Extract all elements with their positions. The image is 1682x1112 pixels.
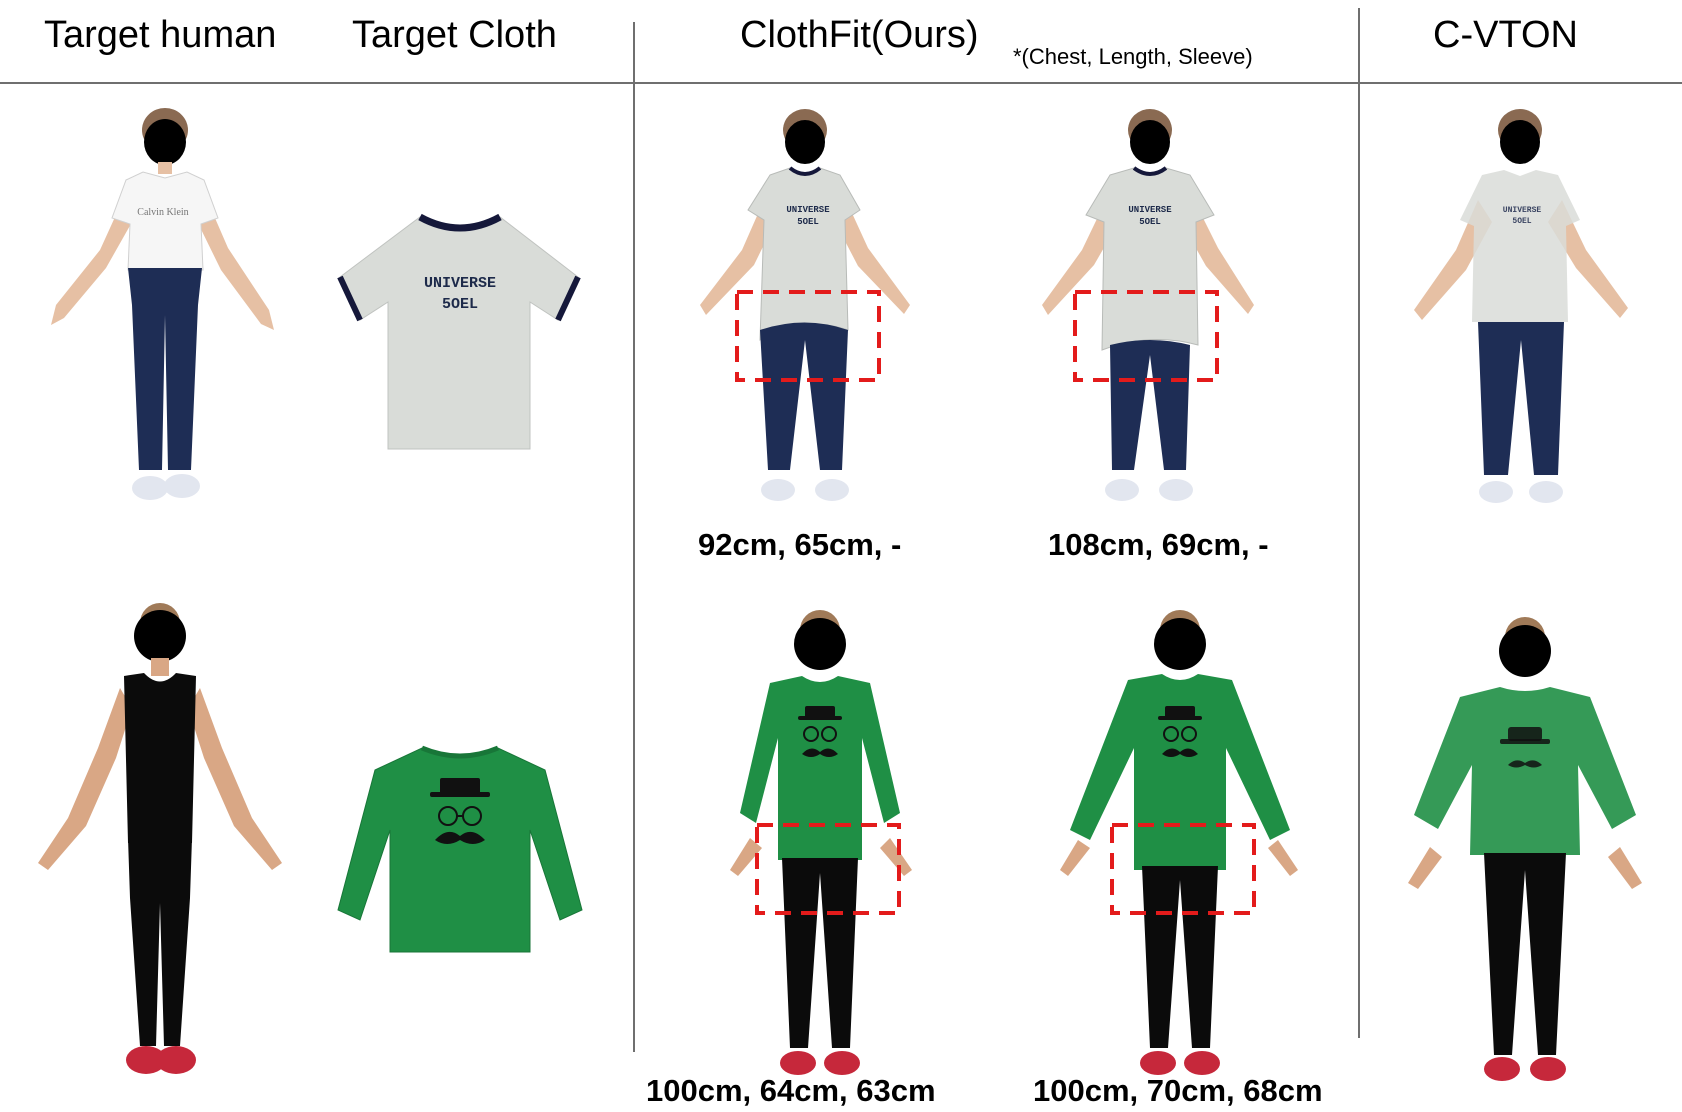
- row2-result1-highlight-box: [755, 823, 901, 915]
- header-cvton: C-VTON: [1433, 14, 1578, 56]
- row1-cloth-print-line1: UNIVERSE: [424, 275, 496, 292]
- row2-cvton-result: [1390, 615, 1660, 1085]
- row1-clothfit-result-1: UNIVERSE 5OEL: [690, 100, 940, 530]
- row1-result1-highlight-box: [735, 290, 881, 382]
- row2-result2-highlight-box: [1110, 823, 1256, 915]
- row1-cvton-result: UNIVERSE 5OEL: [1400, 100, 1650, 540]
- row2-measurement-1: 100cm, 64cm, 63cm: [646, 1073, 936, 1108]
- row1-target-human-photo: Calvin Klein: [40, 100, 300, 550]
- row1-human-shirt-logo: Calvin Klein: [137, 207, 188, 218]
- row1-result2-print-line2: 5OEL: [1139, 217, 1161, 227]
- row2-target-human-photo: [20, 598, 310, 1098]
- header-target-cloth: Target Cloth: [352, 14, 557, 56]
- column-divider-left: [633, 22, 635, 1052]
- row2-clothfit-result-1: [690, 608, 950, 1078]
- row1-cvton-print-line1: UNIVERSE: [1503, 206, 1542, 215]
- header-measurement-note: *(Chest, Length, Sleeve): [1013, 44, 1253, 69]
- row1-measurement-1: 92cm, 65cm, -: [698, 527, 902, 562]
- row1-measurement-2: 108cm, 69cm, -: [1048, 527, 1269, 562]
- row1-result1-print-line2: 5OEL: [797, 217, 819, 227]
- row1-result1-print-line1: UNIVERSE: [786, 205, 830, 215]
- header-clothfit: ClothFit(Ours): [740, 14, 979, 56]
- column-divider-right: [1358, 8, 1360, 1038]
- row1-result2-highlight-box: [1073, 290, 1219, 382]
- header-target-human: Target human: [44, 14, 277, 56]
- row2-measurement-2: 100cm, 70cm, 68cm: [1033, 1073, 1323, 1108]
- header-divider: [0, 82, 1682, 84]
- row1-result2-print-line1: UNIVERSE: [1128, 205, 1172, 215]
- row1-cvton-print-line2: 5OEL: [1512, 217, 1531, 226]
- row2-target-cloth-photo: [330, 740, 590, 960]
- row1-clothfit-result-2: UNIVERSE 5OEL: [1030, 100, 1280, 530]
- row1-cloth-print-line2: 5OEL: [442, 296, 478, 313]
- row1-target-cloth-photo: UNIVERSE 5OEL: [330, 212, 590, 457]
